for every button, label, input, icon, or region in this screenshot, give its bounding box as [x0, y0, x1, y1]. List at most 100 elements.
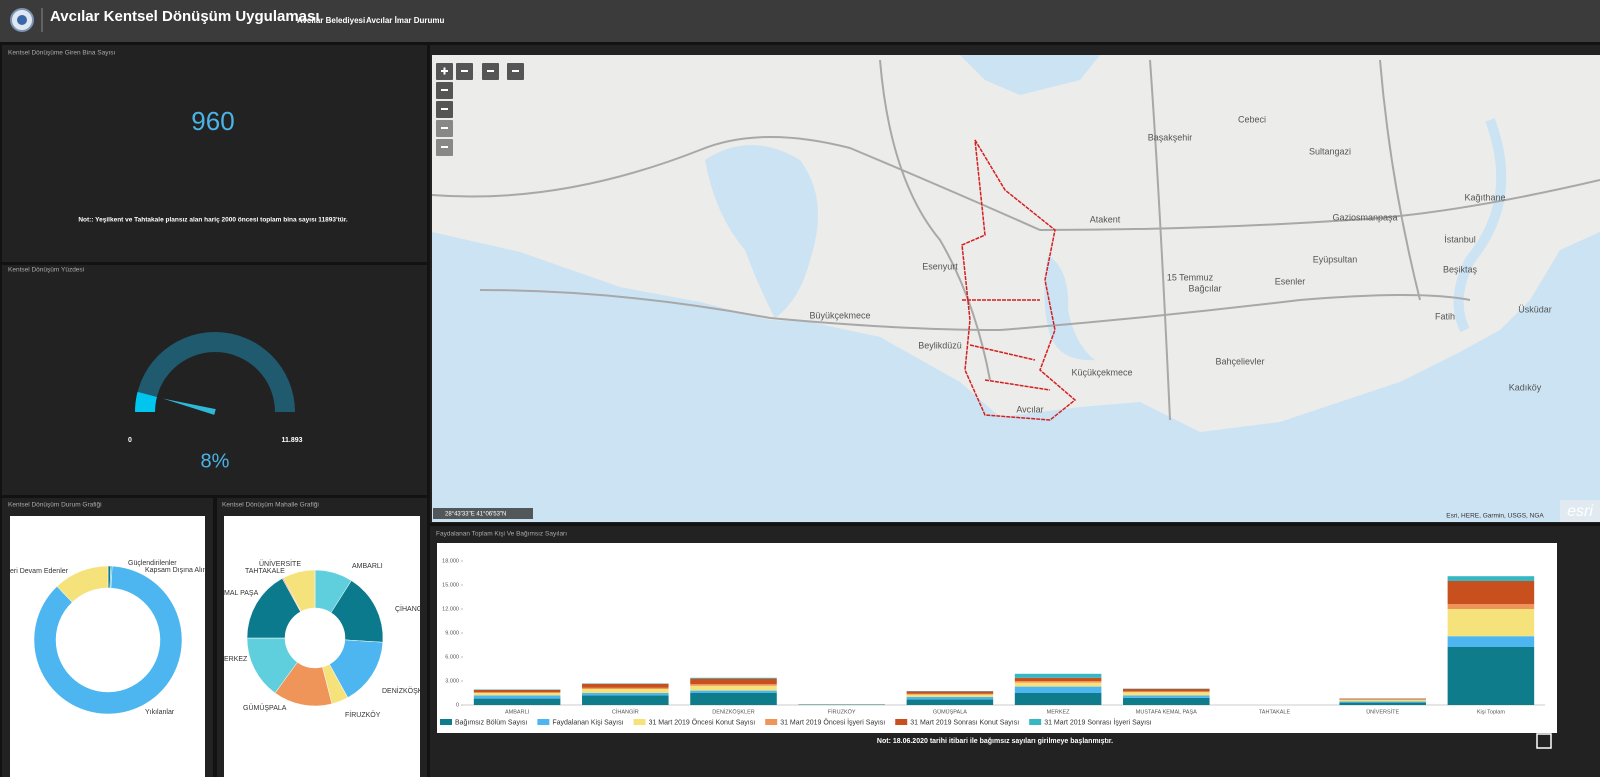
map-coordinates: 28°43'33"E 41°06'53"N [445, 512, 506, 518]
legend-swatch[interactable] [1029, 719, 1042, 725]
map-label: Cebeci [1238, 114, 1266, 124]
y-tick-label: 18.000 [442, 558, 459, 564]
legend-swatch[interactable] [440, 719, 452, 725]
map-control-icon [512, 70, 519, 72]
slice-label: Güçlendirilenler [128, 560, 177, 567]
bar-segment [1123, 691, 1210, 693]
bar-segment [690, 693, 777, 705]
sea [432, 232, 1600, 522]
gauge-needle [162, 398, 216, 415]
panel [2, 265, 427, 495]
legend-swatch[interactable] [765, 719, 778, 725]
logo-bg [1560, 500, 1600, 522]
app-title: Avcılar Kentsel Dönüşüm Uygulaması [50, 8, 320, 25]
map-label: Esenyurt [922, 261, 958, 271]
bar-segment [690, 684, 777, 686]
bar-segment [1447, 636, 1535, 647]
legend-label[interactable]: 31 Mart 2019 Öncesi Konut Sayısı [649, 718, 756, 726]
map-label: Kadıköy [1509, 382, 1542, 392]
map-label: İstanbul [1444, 234, 1476, 244]
bar-segment [1123, 695, 1210, 698]
bar-segment [1014, 677, 1102, 681]
map-label: Gaziosmanpaşa [1332, 212, 1397, 222]
bar-segment [1447, 576, 1535, 581]
fullscreen-button[interactable] [1536, 733, 1552, 749]
slice-label: ERKEZ [224, 656, 248, 663]
legend-label[interactable]: 31 Mart 2019 Sonrası İşyeri Sayısı [1044, 717, 1151, 726]
header-link[interactable]: Avcılar İmar Durumu [366, 16, 445, 25]
legend-label[interactable]: Faydalanan Kişi Sayısı [552, 719, 623, 726]
panel-title: Kentsel Dönüşüm Mahalle Grafiği [222, 502, 319, 509]
map-label: Beşiktaş [1443, 264, 1478, 274]
slice-label: TAHTAKALE [245, 568, 285, 575]
bar-segment [473, 695, 561, 699]
x-tick-label: FİRUZKÖY [828, 708, 856, 715]
map-label: 15 Temmuz [1167, 272, 1214, 282]
bar-segment [906, 691, 994, 694]
slice-label: ÇİHANG [395, 604, 422, 613]
gauge-min: 0 [128, 437, 132, 444]
y-tick-label: 12.000 [442, 606, 459, 612]
bar-segment [1339, 701, 1426, 703]
slice-label: FİRUZKÖY [345, 710, 381, 719]
bar-segment [473, 693, 561, 696]
legend-swatch[interactable] [895, 719, 908, 725]
panel-title: Faydalanan Toplam Kişi Ve Bağımsız Sayıl… [436, 531, 567, 538]
legend-label[interactable]: 31 Mart 2019 Öncesi İşyeri Sayısı [780, 717, 885, 726]
x-tick-label: MUSTAFA KEMAL PAŞA [1136, 709, 1197, 715]
donut: AMBARLI ÇİHANG DENİZKÖŞKL FİRUZKÖY GÜMÜŞPALA… [224, 559, 422, 719]
map-control-icon [441, 89, 448, 91]
bar-segment [1447, 581, 1535, 605]
x-tick-label: TAHTAKALE [1259, 709, 1291, 715]
bar-segment [1014, 682, 1102, 687]
bar-segment [690, 690, 777, 693]
sea [960, 55, 1100, 95]
legend-label[interactable]: 31 Mart 2019 Sonrası Konut Sayısı [910, 719, 1019, 726]
map-label: Eyüpsultan [1313, 254, 1358, 264]
donut-slice [33, 565, 183, 715]
legend-label[interactable]: Bağımsız Bölüm Sayısı [455, 719, 527, 726]
x-tick-label: Kişi Toplam [1477, 709, 1505, 715]
x-tick-label: MERKEZ [1047, 709, 1071, 715]
map[interactable]: Esenyurt Büyükçekmece Beylikdüzü Avcılar Küç… [432, 55, 1600, 522]
bar-segment [1123, 692, 1210, 696]
bar-segment [1339, 702, 1426, 705]
map-label: Büyükçekmece [809, 310, 870, 320]
map-label: Üsküdar [1518, 304, 1552, 314]
legend-swatch[interactable] [537, 719, 550, 725]
counter-note: Not:: Yeşilkent ve Tahtakale plansız ala… [78, 217, 348, 224]
map-label: Beylikdüzü [918, 340, 962, 350]
bar-segment [1447, 604, 1535, 609]
legend-swatch[interactable] [633, 719, 646, 725]
y-tick-label: 15.000 [442, 582, 459, 588]
map-attribution: Esri, HERE, Garmin, USGS, NGA [1446, 513, 1544, 520]
bar-segment [473, 692, 561, 693]
slice-label: eri Devam Edenler [10, 568, 69, 575]
bar-segment [582, 689, 669, 693]
bar-segment [690, 677, 777, 679]
bar-segment [690, 685, 777, 691]
donut-slice [56, 565, 109, 603]
y-tick-label: 9.000 [445, 630, 459, 636]
map-label: Başakşehir [1148, 132, 1193, 142]
bar-segment [1447, 647, 1535, 705]
bar-segment [1014, 686, 1102, 693]
gauge-track [135, 332, 295, 412]
panel-title: Kentsel Dönüşüm Yüzdesi [8, 267, 84, 274]
header-bar [0, 0, 1600, 42]
bar-segment [1014, 681, 1102, 683]
logo [17, 15, 27, 25]
map-label: Esenler [1275, 276, 1306, 286]
coords-bg [433, 508, 533, 519]
x-tick-label: AMBARLI [505, 709, 530, 715]
x-tick-label: ÜNİVERSİTE [1366, 708, 1399, 715]
map-label: Fatih [1435, 311, 1455, 321]
bar-segment [473, 689, 561, 693]
donut-slice [283, 569, 316, 612]
slice-label: AMBARLI [352, 563, 383, 570]
header-link[interactable]: Avcılar Belediyesi [297, 16, 365, 25]
map-label: Avcılar [1016, 404, 1043, 414]
map-control-icon [441, 108, 448, 110]
map-label: Kağıthane [1464, 192, 1505, 202]
bar-segment [1014, 693, 1102, 705]
